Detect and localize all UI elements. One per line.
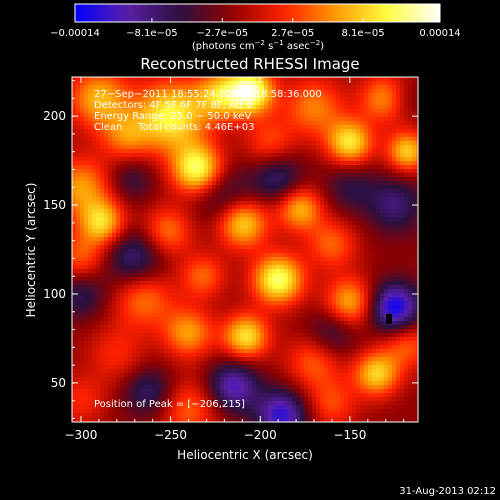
y-tick-label: 200: [43, 109, 66, 123]
colorbar-tick-label: 0.00014: [419, 28, 460, 39]
y-tick-label: 150: [43, 198, 66, 212]
y-axis-label: Heliocentric Y (arcsec): [24, 183, 38, 318]
colorbar-tick-label: 8.1e−05: [342, 28, 385, 39]
annotation-detectors: Detectors: 4F 5F 6F 7F 8F, Att 0: [94, 100, 253, 111]
colorbar-tick-label: 2.7e−05: [271, 28, 314, 39]
x-axis-ticks: −300 −250 −200 −150: [64, 77, 405, 442]
annotation-counts: Clean Total counts: 4.46E+03: [94, 122, 254, 133]
heatmap-image: [72, 77, 418, 422]
y-tick-label: 100: [43, 287, 66, 301]
colorbar-tick-label: −2.7e−05: [197, 28, 249, 39]
peak-marker: [386, 314, 392, 324]
plot-frame: [71, 76, 419, 423]
footer-timestamp: 31-Aug-2013 02:12: [399, 486, 496, 497]
colorbar-ticks: −0.00014 −8.1e−05 −2.7e−05 2.7e−05 8.1e−05 0.…: [50, 18, 461, 39]
peak-position-label: Position of Peak = [−206,215]: [94, 399, 245, 410]
chart-title: Reconstructed RHESSI Image: [140, 55, 359, 73]
y-axis-ticks: 50 100 150 200: [43, 80, 418, 419]
x-tick-label: −250: [154, 428, 187, 442]
y-tick-label: 50: [51, 376, 66, 390]
annotation-time: 27−Sep−2011 18:55:24.000 to 18:58:36.000: [94, 89, 322, 100]
colorbar-tick-label: −8.1e−05: [126, 28, 178, 39]
colorbar: [74, 3, 441, 23]
x-tick-label: −300: [64, 428, 97, 442]
x-tick-label: −200: [244, 428, 277, 442]
x-axis-label: Heliocentric X (arcsec): [177, 448, 313, 462]
colorbar-tick-label: −0.00014: [50, 28, 100, 39]
annotation-energy: Energy Range: 25.0 − 50.0 keV: [94, 111, 251, 122]
colorbar-unit: (photons cm−2 s−1 asec−2): [192, 39, 324, 52]
x-tick-label: −150: [333, 428, 366, 442]
